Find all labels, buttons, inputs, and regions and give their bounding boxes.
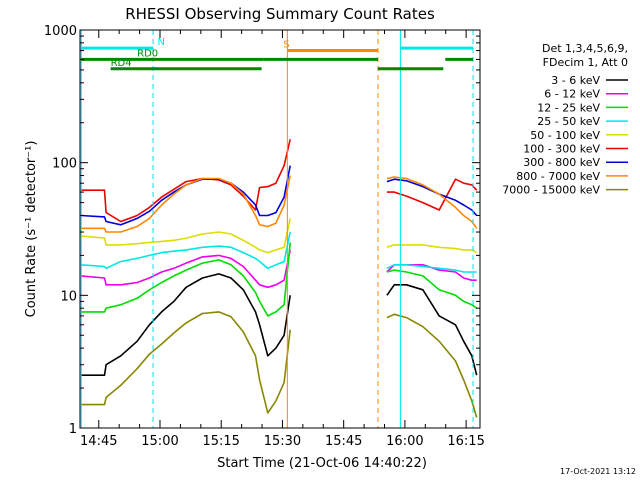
series-line-0-segment-1	[386, 283, 478, 376]
y-axis-label: Count Rate (s⁻¹ detector⁻¹)	[24, 141, 39, 318]
series-line-4-segment-1	[386, 244, 478, 254]
series-line-2-segment-0	[81, 242, 291, 317]
series-line-7-segment-1	[386, 176, 478, 229]
flag-label-n: N	[158, 37, 165, 48]
x-tick-label: 15:45	[325, 434, 362, 449]
series-line-3-segment-1	[386, 263, 477, 273]
legend-label-8: 7000 - 15000 keV	[502, 184, 600, 197]
series-line-8-segment-0	[81, 311, 291, 414]
x-tick-label: 14:45	[80, 434, 117, 449]
plot-frame	[79, 29, 481, 429]
legend-label-4: 50 - 100 keV	[530, 129, 600, 142]
annotation-layer: N S RD0 RD4	[80, 30, 474, 428]
x-tick-label: 16:00	[386, 434, 423, 449]
series-line-5-segment-1	[386, 178, 478, 211]
x-axis-label: Start Time (21-Oct-06 14:40:22)	[217, 456, 427, 471]
legend-label-1: 6 - 12 keV	[544, 88, 600, 101]
axes-layer: 1 10 100 1000 14:45 15:00 15:15 15:30 15:45 16:00…	[44, 24, 485, 449]
series-line-7-segment-0	[81, 175, 291, 233]
legend-label-5: 100 - 300 keV	[523, 143, 600, 156]
y-tick-label: 10	[60, 289, 77, 304]
legend: Det 1,3,4,5,6,9,FDecim 1, Att 0 3 - 6 keV…	[502, 42, 628, 197]
x-tick-label: 15:15	[202, 434, 239, 449]
y-tick-label: 1	[69, 422, 77, 437]
legend-label-2: 12 - 25 keV	[537, 101, 600, 114]
legend-label-7: 800 - 7000 keV	[516, 170, 600, 183]
legend-header-line-0: Det 1,3,4,5,6,9,	[542, 42, 628, 55]
y-tick-label: 100	[52, 157, 77, 172]
x-tick-label: 15:30	[264, 434, 301, 449]
series-line-2-segment-1	[386, 269, 478, 309]
series-line-8-segment-1	[386, 313, 478, 418]
flag-label-s: S	[283, 40, 289, 51]
x-tick-label: 15:00	[141, 434, 178, 449]
series-line-0-segment-0	[81, 273, 291, 377]
series-line-4-segment-0	[81, 218, 291, 254]
legend-label-6: 300 - 800 keV	[523, 156, 600, 169]
legend-label-0: 3 - 6 keV	[551, 74, 600, 87]
legend-label-3: 25 - 50 keV	[537, 115, 600, 128]
y-tick-label: 1000	[44, 24, 77, 39]
series-line-3-segment-0	[81, 231, 291, 270]
flag-label-rd4: RD4	[111, 58, 132, 69]
legend-header-line-1: FDecim 1, Att 0	[543, 56, 628, 69]
data-series-layer	[81, 139, 478, 418]
flag-label-rd0: RD0	[137, 48, 158, 59]
footer-timestamp: 17-Oct-2021 13:12	[560, 467, 636, 476]
x-tick-label: 16:15	[447, 434, 484, 449]
chart-title: RHESSI Observing Summary Count Rates	[125, 5, 435, 23]
series-line-1-segment-0	[81, 249, 291, 289]
